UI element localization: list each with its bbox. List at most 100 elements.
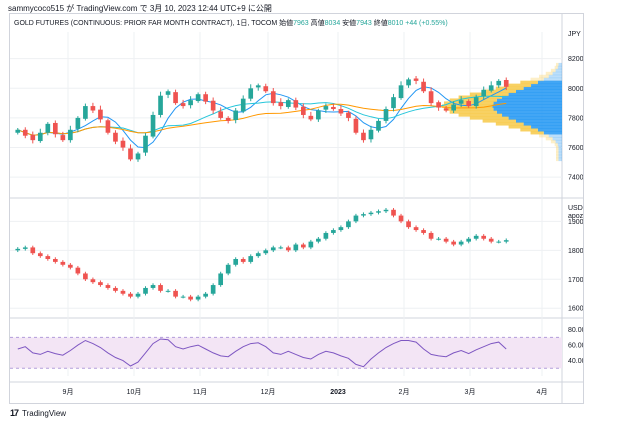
- volume-profile-bar-up: [557, 65, 562, 70]
- chart-canvas[interactable]: 7400 7600 7800 8000 8200 JPY 9月 10月 11月 12月 2023 2月…: [10, 14, 583, 403]
- volume-profile-bar-down: [508, 83, 532, 88]
- mid-candle-body: [90, 279, 96, 283]
- mid-candle-body: [451, 241, 456, 245]
- volume-profile-bar-down: [449, 110, 497, 114]
- volume-profile-bar-down: [539, 74, 549, 79]
- volume-profile-bar-down: [556, 148, 559, 153]
- mid-candle-body: [218, 273, 223, 286]
- candle-body: [285, 100, 291, 107]
- mid-candle-body: [165, 290, 171, 292]
- legend-field: 高値: [311, 18, 325, 27]
- candle-body: [22, 129, 28, 136]
- volume-profile-bar-up: [552, 71, 562, 76]
- mid-candle-body: [225, 264, 231, 274]
- candle-body: [278, 102, 284, 107]
- volume-profile-bar-up: [537, 128, 562, 132]
- mid-candle-body: [323, 232, 329, 239]
- mid-candle-body: [30, 247, 36, 254]
- candle-body: [488, 85, 494, 91]
- volume-profile-bar-down: [520, 80, 538, 85]
- mid-candle-body: [255, 253, 261, 257]
- volume-profile-bar-down: [530, 131, 544, 135]
- volume-profile-bar-up: [557, 142, 562, 147]
- mid-candle-body: [398, 215, 404, 222]
- volume-profile-bar-up: [531, 83, 562, 88]
- mid-candle-body: [240, 259, 246, 262]
- candle-body: [158, 95, 163, 115]
- candle-body: [135, 153, 141, 160]
- candle-body: [383, 109, 389, 121]
- candle-body: [173, 92, 178, 104]
- mid-candle-body: [233, 259, 239, 265]
- mid-candle-body: [22, 247, 28, 249]
- candle-body: [308, 115, 314, 120]
- candle-body: [188, 100, 193, 106]
- mid-candle-body: [361, 214, 366, 216]
- candle-body: [496, 80, 502, 86]
- mid-candle-body: [263, 250, 269, 254]
- mid-candle-body: [98, 282, 103, 286]
- volume-profile-bar-up: [496, 110, 562, 114]
- legend-text: GOLD FUTURES (CONTINUOUS: PRIOR FAR MONT…: [14, 18, 448, 27]
- volume-profile-bar-up: [548, 134, 562, 138]
- candle-body: [436, 102, 441, 108]
- candle-body: [503, 80, 509, 87]
- mid-candle-body: [45, 256, 51, 259]
- volume-profile-bar-up: [515, 89, 562, 93]
- chart-frame[interactable]: 7400 7600 7800 8000 8200 JPY 9月 10月 11月 12月 2023 2月…: [9, 13, 584, 404]
- volume-profile-bar-up: [548, 74, 562, 79]
- mid-ytick-label: 1600.0: [568, 306, 583, 313]
- candle-body: [398, 85, 404, 99]
- mid-candle-body: [143, 287, 148, 294]
- volume-profile-bar-up: [558, 148, 562, 153]
- candle-body: [428, 91, 434, 104]
- mid-candle-body: [37, 253, 43, 257]
- volume-profile-bar-up: [558, 157, 562, 162]
- candle-body: [37, 132, 43, 142]
- mid-candle-body: [15, 248, 21, 251]
- mid-candle-body: [503, 240, 509, 242]
- candle-body: [83, 106, 88, 119]
- volume-profile-bar-up: [502, 113, 562, 117]
- mid-candle-body: [113, 287, 118, 291]
- legend-field: 7963: [293, 20, 311, 27]
- mid-unit-sub-label: apoz: [568, 213, 583, 220]
- candle-body: [30, 134, 36, 141]
- candle-body: [391, 97, 396, 109]
- mid-candle-body: [406, 221, 411, 228]
- volume-profile-bar-up: [493, 101, 562, 105]
- candle-body: [105, 120, 111, 133]
- mid-candle-body: [180, 296, 186, 298]
- mid-candle-body: [53, 259, 58, 262]
- mid-unit-label: USD: [568, 205, 583, 212]
- publish-caption: sammycoco515 が TradingView.com で 3月 10, …: [8, 4, 272, 13]
- mid-candle-body: [331, 230, 336, 233]
- candle-body: [233, 110, 239, 120]
- candle-body: [368, 129, 374, 140]
- volume-profile-bar-down: [495, 122, 524, 126]
- mid-candle-body: [173, 290, 178, 297]
- mid-candle-body: [210, 285, 216, 294]
- mid-candle-body: [466, 238, 471, 242]
- mid-candle-body: [105, 285, 111, 288]
- main-ytick-label: 8200: [568, 56, 583, 63]
- candle-body: [346, 112, 351, 118]
- mid-candle-body: [248, 256, 254, 262]
- rsi-ytick-label: 80.00: [568, 327, 583, 334]
- tradingview-logo-icon: 17: [10, 408, 19, 418]
- volume-profile-bar-down: [539, 134, 549, 138]
- volume-profile-bar-up: [552, 136, 562, 141]
- volume-profile-bar-up: [508, 92, 562, 96]
- mid-candle-body: [158, 285, 163, 291]
- candle-body: [248, 88, 254, 99]
- mid-candle-body: [428, 232, 434, 239]
- volume-profile-bar-up: [537, 80, 562, 85]
- volume-profile-bar-down: [556, 157, 559, 162]
- candle-body: [413, 78, 419, 81]
- mid-candle-body: [413, 227, 419, 231]
- xtick-label: 11月: [193, 388, 207, 396]
- legend-field: 始値: [279, 18, 293, 27]
- volume-profile-bar-up: [515, 119, 562, 123]
- candle-body: [113, 132, 118, 142]
- candle-body: [120, 140, 126, 148]
